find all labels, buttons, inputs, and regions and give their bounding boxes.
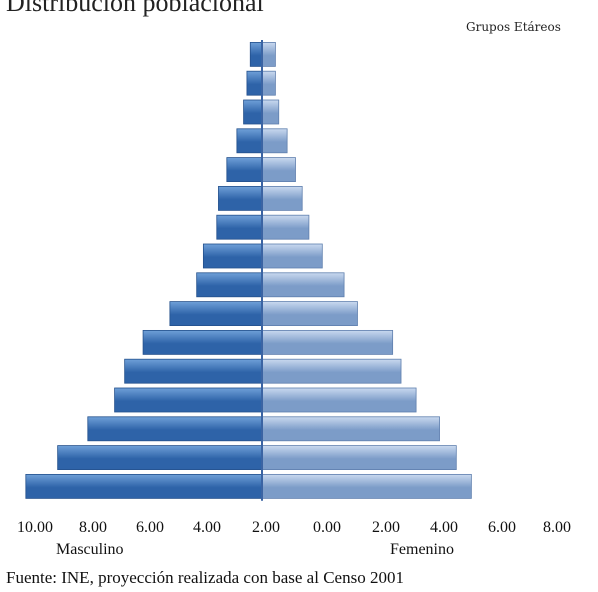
bar-male <box>236 128 263 154</box>
bar-female <box>261 214 310 240</box>
bar-male <box>202 243 263 269</box>
bar-male <box>246 70 263 96</box>
bar-female <box>261 445 457 471</box>
x-tick-labels: 10.00 8.00 6.00 4.00 2.00 0.00 2.00 4.00 6.00 8.0… <box>17 519 571 536</box>
x-tick-label: 2.00 <box>372 519 400 536</box>
x-tick-label: 2.00 <box>252 519 280 536</box>
bar-male <box>142 329 263 355</box>
bar-male <box>216 214 263 240</box>
bar-female <box>261 99 280 125</box>
bar-male <box>249 42 263 67</box>
bar-female <box>261 416 440 442</box>
bar-female <box>261 243 323 269</box>
x-tick-label: 6.00 <box>488 519 516 536</box>
bar-female <box>261 272 345 298</box>
legend-title: Grupos Etáreos <box>466 20 561 34</box>
x-tick-label: 6.00 <box>136 519 164 536</box>
x-tick-label: 4.00 <box>193 519 221 536</box>
bar-female <box>261 128 288 154</box>
x-tick-label: 8.00 <box>543 519 571 536</box>
bar-male <box>87 416 263 442</box>
bar-male <box>25 473 263 499</box>
bar-male <box>226 157 263 183</box>
x-axis-label-female: Femenino <box>390 541 454 558</box>
bar-female <box>261 70 276 96</box>
x-tick-label: 0.00 <box>313 519 341 536</box>
chart-title: Distribución poblacional <box>6 0 264 17</box>
bar-female <box>261 358 402 384</box>
bar-male <box>169 301 263 327</box>
x-axis-label-male: Masculino <box>56 541 124 558</box>
bar-female <box>261 301 358 327</box>
bar-female <box>261 329 394 355</box>
bar-female <box>261 473 472 499</box>
bar-male <box>218 185 263 211</box>
bar-female <box>261 387 417 413</box>
bar-female <box>261 157 296 183</box>
bar-male <box>243 99 263 125</box>
source-note: Fuente: INE, proyección realizada con ba… <box>6 568 404 587</box>
bar-male <box>57 445 263 471</box>
bar-male <box>124 358 263 384</box>
x-tick-label: 10.00 <box>17 519 53 536</box>
bar-male <box>196 272 263 298</box>
bar-female <box>261 42 276 67</box>
bars-group <box>25 42 472 499</box>
bar-female <box>261 185 303 211</box>
bar-male <box>114 387 263 413</box>
x-tick-label: 4.00 <box>430 519 458 536</box>
x-tick-label: 8.00 <box>79 519 107 536</box>
